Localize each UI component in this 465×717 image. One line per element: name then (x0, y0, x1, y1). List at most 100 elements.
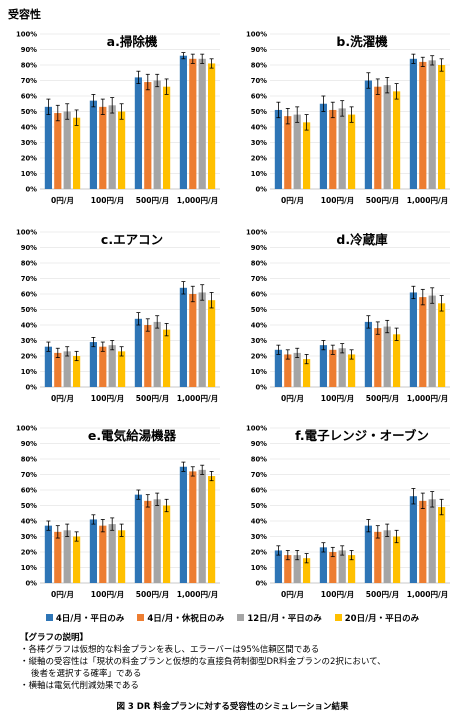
y-tick-label: 20% (251, 549, 267, 557)
y-tick-label: 60% (21, 487, 37, 495)
bar (393, 536, 401, 583)
bar (438, 507, 446, 583)
x-tick-label: 500円/月 (366, 590, 399, 599)
bar (329, 552, 337, 583)
bar (409, 496, 417, 583)
bar (153, 499, 161, 583)
note-line: ・縦軸の受容性は「現状の料金プランと仮想的な直接負荷制御型DR料金プランの2択に… (20, 657, 386, 667)
bar (189, 294, 197, 387)
bar (383, 85, 391, 189)
y-tick-label: 80% (21, 260, 37, 268)
y-tick-label: 60% (251, 487, 267, 495)
y-tick-label: 80% (251, 260, 267, 268)
y-tick-label: 0% (255, 384, 267, 392)
bar (198, 58, 206, 189)
bar (208, 476, 216, 583)
bar (329, 109, 337, 189)
y-tick-label: 70% (251, 471, 267, 479)
chart-title: b.洗濯機 (336, 34, 388, 49)
bar (319, 547, 327, 583)
y-tick-label: 90% (251, 46, 267, 54)
legend-label: 4日/月・休祝日のみ (147, 614, 225, 624)
bar (319, 103, 327, 189)
legend-swatch (334, 614, 342, 621)
note-line: 後者を選択する確率」である (31, 669, 142, 679)
y-tick-label: 90% (21, 244, 37, 252)
y-tick-label: 50% (21, 502, 37, 510)
bar (163, 505, 171, 583)
bar (364, 525, 372, 583)
y-tick-label: 80% (251, 62, 267, 70)
bar (99, 106, 107, 189)
bar (364, 321, 372, 387)
bar (348, 114, 356, 189)
y-tick-label: 10% (21, 564, 37, 572)
x-tick-label: 0円/月 (281, 590, 304, 599)
y-tick-label: 30% (251, 533, 267, 541)
bar (89, 342, 97, 387)
bar (118, 530, 126, 583)
y-tick-label: 0% (25, 384, 37, 392)
notes-title: 【グラフの説明】 (20, 633, 89, 643)
y-tick-label: 70% (21, 471, 37, 479)
bar (54, 352, 62, 387)
bar (348, 354, 356, 387)
y-tick-label: 30% (251, 139, 267, 147)
y-tick-label: 90% (251, 244, 267, 252)
x-tick-label: 100円/月 (91, 394, 124, 403)
bar (163, 86, 171, 189)
x-tick-label: 100円/月 (321, 394, 354, 403)
y-tick-label: 60% (21, 291, 37, 299)
y-tick-label: 20% (21, 353, 37, 361)
x-tick-label: 1,000円/月 (407, 590, 448, 599)
legend-item: 20日/月・平日のみ (334, 612, 419, 624)
y-tick-label: 30% (21, 139, 37, 147)
x-tick-label: 1,000円/月 (177, 590, 218, 599)
bar (284, 116, 292, 189)
bar (179, 287, 187, 387)
bar (438, 65, 446, 189)
bar (144, 500, 152, 583)
x-tick-label: 1,000円/月 (407, 394, 448, 403)
x-tick-label: 500円/月 (136, 590, 169, 599)
bar (438, 303, 446, 387)
legend-item: 12日/月・平日のみ (237, 612, 322, 624)
bar (319, 345, 327, 387)
y-tick-label: 60% (21, 93, 37, 101)
x-tick-label: 1,000円/月 (407, 196, 448, 205)
bar (108, 524, 116, 583)
x-tick-label: 0円/月 (51, 394, 74, 403)
legend: 4日/月・平日のみ 4日/月・休祝日のみ 12日/月・平日のみ 20日/月・平日… (0, 612, 465, 624)
x-tick-label: 500円/月 (136, 196, 169, 205)
y-tick-label: 50% (251, 502, 267, 510)
bar (198, 292, 206, 387)
graph-notes: 【グラフの説明】 ・各棒グラフは仮想的な料金プランを表し、エラーバーは95%信頼… (20, 632, 450, 692)
y-tick-label: 40% (251, 124, 267, 132)
y-tick-label: 70% (251, 77, 267, 85)
y-tick-label: 40% (21, 518, 37, 526)
y-tick-label: 40% (251, 322, 267, 330)
y-tick-label: 100% (16, 425, 37, 433)
bar (134, 318, 142, 387)
chart-title: a.掃除機 (107, 34, 158, 49)
bar (99, 525, 107, 583)
y-tick-label: 0% (25, 580, 37, 588)
bar (108, 105, 116, 189)
y-tick-label: 0% (25, 186, 37, 194)
y-tick-label: 80% (21, 62, 37, 70)
y-tick-label: 50% (21, 108, 37, 116)
x-tick-label: 100円/月 (91, 590, 124, 599)
x-tick-label: 100円/月 (91, 196, 124, 205)
chart-title: e.電気給湯機器 (88, 428, 177, 443)
y-tick-label: 100% (246, 31, 267, 39)
bar (419, 500, 427, 583)
bar (409, 58, 417, 189)
bar (189, 471, 197, 583)
legend-label: 4日/月・平日のみ (55, 614, 125, 624)
bar (428, 295, 436, 387)
bar (89, 519, 97, 583)
legend-swatch (45, 614, 53, 621)
y-tick-label: 100% (16, 31, 37, 39)
bar (108, 345, 116, 387)
legend-swatch (137, 614, 145, 621)
